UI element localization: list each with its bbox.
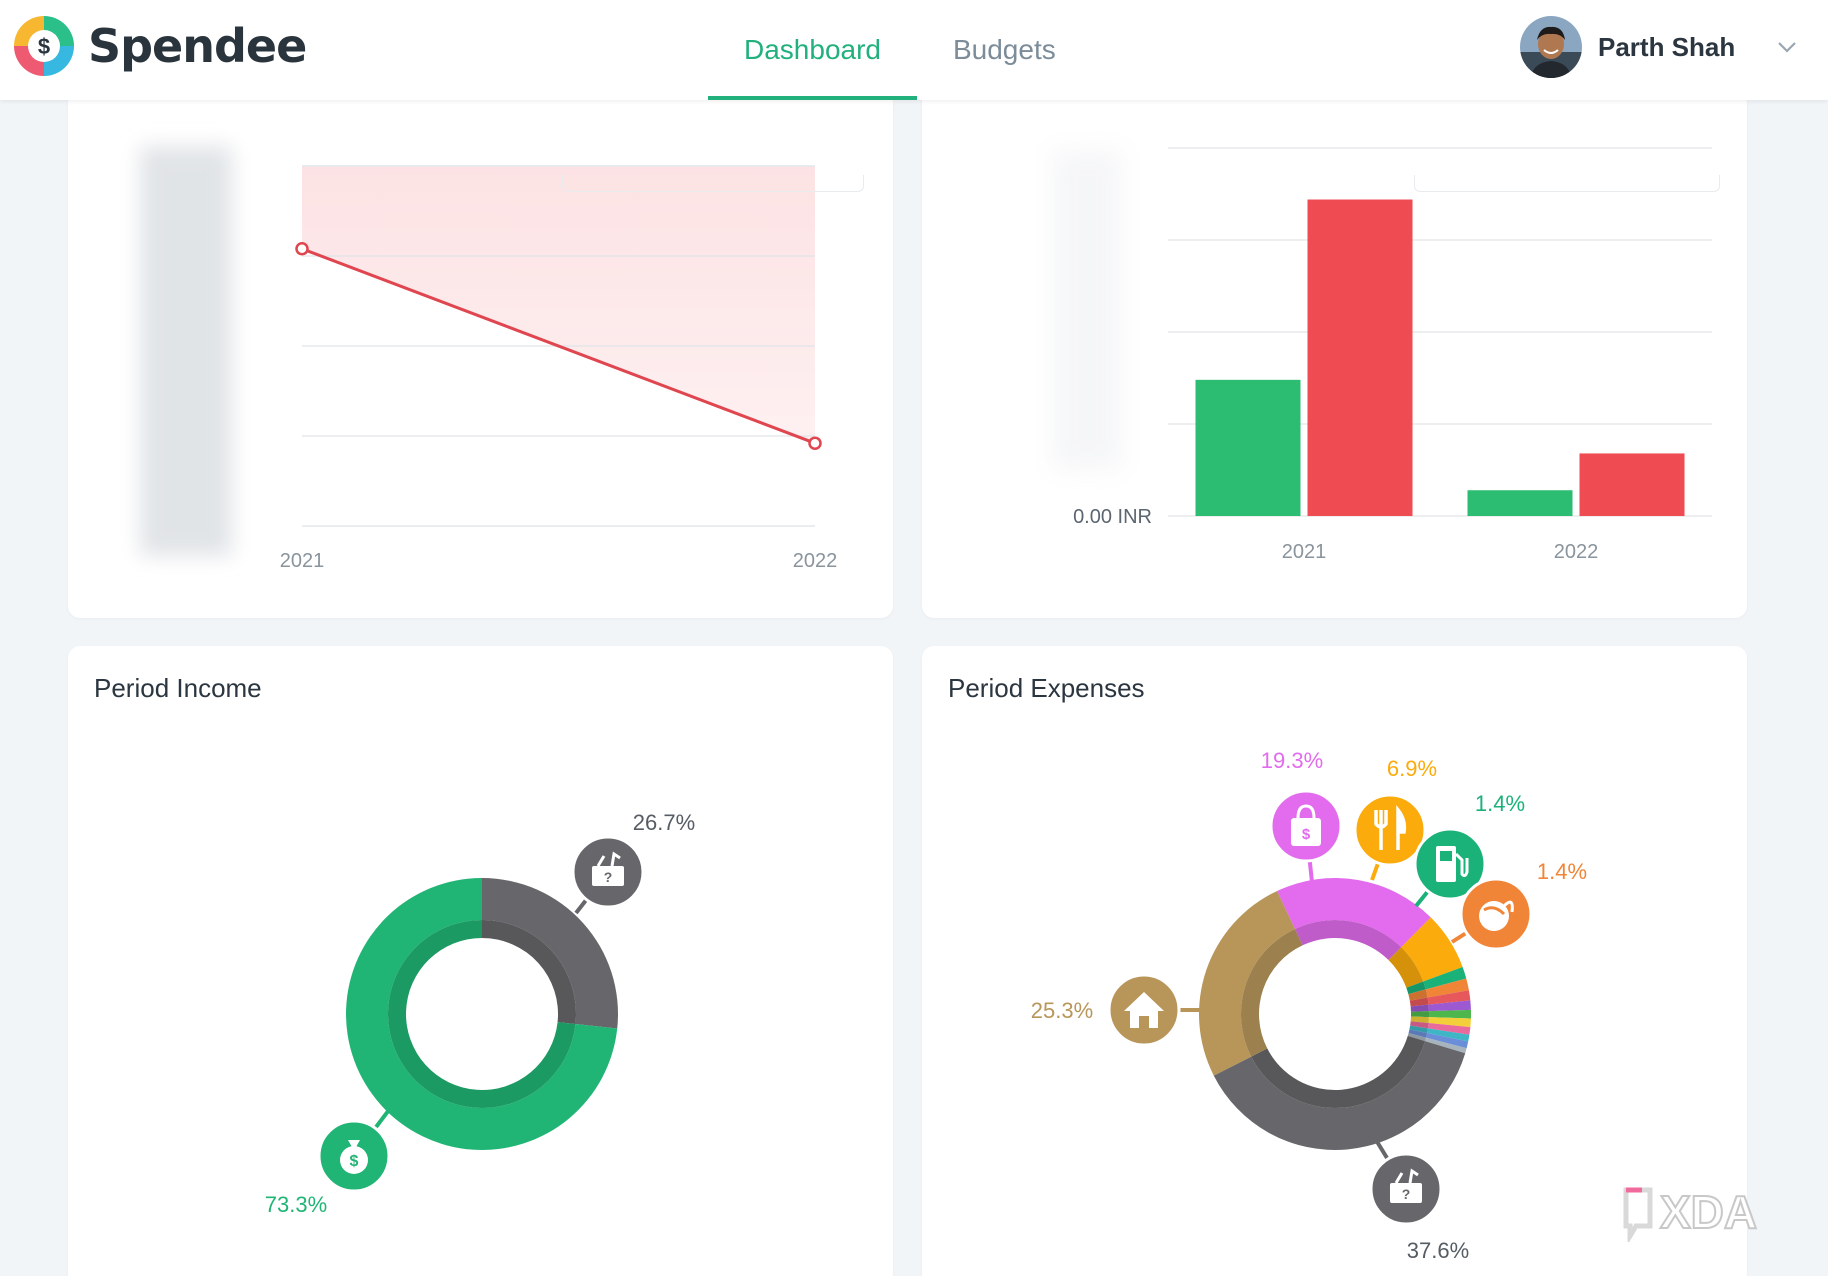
blurred-y-axis-labels <box>140 146 232 556</box>
donut-slice[interactable] <box>1410 1009 1471 1019</box>
fuel-pump-icon <box>1436 846 1469 882</box>
balance-trend-card: 2021 2022 <box>68 80 893 618</box>
period-expenses-donut: $19.3% 6.9% 1.4% 1.4%? 37.6% 25.3% <box>1031 748 1587 1263</box>
spendee-logo-icon: $ <box>14 16 74 76</box>
bar[interactable] <box>1579 453 1685 516</box>
bar[interactable] <box>1467 490 1573 516</box>
brand-name: Spendee <box>88 19 307 73</box>
unknown-category-icon: ? <box>592 851 624 886</box>
donut-slice[interactable] <box>1408 1029 1469 1049</box>
main-nav: Dashboard Budgets <box>708 0 1092 100</box>
card-title: Period Expenses <box>948 673 1145 703</box>
svg-text:$: $ <box>1302 826 1311 843</box>
axis-labels: 2021 2022 0.00 INR <box>1073 506 1598 563</box>
chart-bars <box>1195 199 1685 516</box>
slice-callout[interactable]: $73.3% <box>265 1104 394 1217</box>
svg-text:?: ? <box>604 869 613 885</box>
shopping-bag-icon: $ <box>1291 804 1321 846</box>
percentage-label: 26.7% <box>633 810 695 835</box>
period-income-donut: ? 26.7% $73.3% <box>265 810 695 1217</box>
percentage-label: 73.3% <box>265 1192 327 1217</box>
donut-slice[interactable] <box>1406 966 1467 995</box>
user-avatar <box>1520 16 1582 78</box>
watermark-text: XDA <box>1660 1186 1757 1238</box>
area-below-line <box>302 248 815 527</box>
slice-callout[interactable]: 6.9% <box>1353 756 1437 881</box>
unknown-category-icon: ? <box>1390 1168 1422 1203</box>
donut-slice[interactable] <box>1213 1035 1466 1150</box>
donut-slice[interactable] <box>1408 978 1469 1001</box>
percentage-label: 37.6% <box>1407 1238 1469 1263</box>
period-toggle[interactable] <box>562 175 864 192</box>
donut-slice[interactable] <box>1409 990 1471 1007</box>
svg-text:?: ? <box>1402 1186 1411 1202</box>
groceries-icon <box>1479 900 1514 931</box>
y-tick-label: 0.00 INR <box>1073 506 1152 528</box>
data-point[interactable] <box>295 242 309 256</box>
slice-callout[interactable]: 1.4% <box>1450 859 1587 951</box>
percentage-label: 19.3% <box>1261 748 1323 773</box>
slice-callout[interactable]: 25.3% <box>1031 973 1200 1047</box>
donut-slice[interactable] <box>1410 1021 1471 1035</box>
cash-flow-card: 2021 2022 0.00 INR <box>922 80 1747 618</box>
user-menu[interactable]: Parth Shah <box>1520 16 1799 78</box>
bar[interactable] <box>1195 379 1301 516</box>
x-tick-label: 2022 <box>793 550 838 572</box>
tab-dashboard[interactable]: Dashboard <box>708 0 917 100</box>
percentage-label: 25.3% <box>1031 998 1093 1023</box>
percentage-label: 6.9% <box>1387 756 1437 781</box>
xda-watermark: XDA <box>1623 1185 1758 1242</box>
donut-slice[interactable] <box>482 878 618 1029</box>
cash-flow-chart: 2021 2022 0.00 INR <box>1052 147 1712 563</box>
money-bag-icon: $ <box>340 1140 368 1174</box>
slice-callout[interactable]: ? 37.6% <box>1369 1138 1469 1263</box>
donut-slice[interactable] <box>1388 917 1463 988</box>
card-title: Period Income <box>94 673 262 703</box>
user-name: Parth Shah <box>1598 31 1736 62</box>
chevron-down-icon[interactable] <box>1775 35 1799 59</box>
slice-callout[interactable]: ? 26.7% <box>571 810 695 915</box>
percentage-label: 1.4% <box>1537 859 1587 884</box>
x-tick-label: 2021 <box>1282 541 1327 563</box>
house-icon <box>1124 992 1164 1028</box>
donut-slice[interactable] <box>1277 878 1431 961</box>
balance-trend-chart: 2021 2022 <box>140 146 838 572</box>
x-tick-label: 2022 <box>1554 541 1599 563</box>
period-income-card: Period Income ? 26.7% $73.3% <box>68 646 893 1276</box>
slice-callout[interactable]: $19.3% <box>1261 748 1343 883</box>
donut-slice[interactable] <box>1199 890 1303 1076</box>
donut-slice[interactable] <box>345 878 618 1150</box>
svg-text:$: $ <box>350 1153 359 1170</box>
donut-slice[interactable] <box>1407 1033 1467 1054</box>
x-tick-label: 2021 <box>280 550 325 572</box>
x-axis-labels: 2021 2022 <box>280 550 838 572</box>
bar[interactable] <box>1307 199 1413 516</box>
donut-slice[interactable] <box>1410 1016 1471 1028</box>
data-point[interactable] <box>808 436 822 450</box>
period-expenses-card: Period Expenses $19.3% 6.9% 1.4% 1.4%? 37.6%… <box>922 646 1747 1276</box>
brand[interactable]: $ Spendee <box>12 14 307 78</box>
top-navigation-bar: $ Spendee Dashboard Budgets Parth Shah <box>0 0 1828 100</box>
chart-plot <box>295 165 822 527</box>
trend-line <box>301 247 816 445</box>
fork-knife-icon <box>1374 805 1407 850</box>
blurred-y-axis-labels <box>1052 150 1122 470</box>
donut-slice[interactable] <box>1410 1000 1471 1012</box>
slice-callout[interactable]: 1.4% <box>1413 791 1525 908</box>
svg-text:$: $ <box>38 34 50 59</box>
period-toggle[interactable] <box>1414 175 1720 192</box>
donut-slice[interactable] <box>1409 1025 1470 1042</box>
tab-budgets[interactable]: Budgets <box>952 34 1056 65</box>
percentage-label: 1.4% <box>1475 791 1525 816</box>
